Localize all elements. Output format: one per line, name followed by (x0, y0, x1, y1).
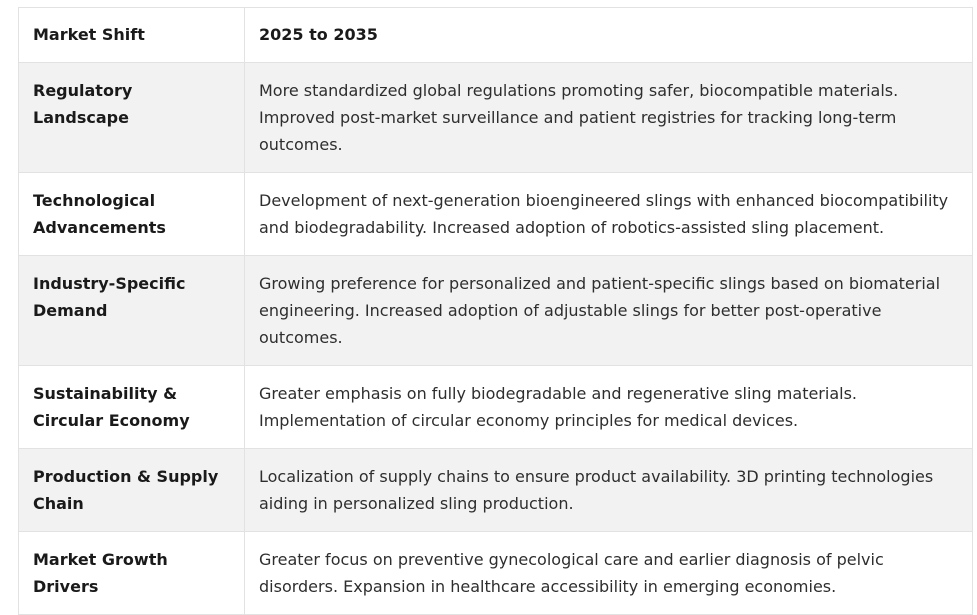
table-header-row: Market Shift 2025 to 2035 (18, 7, 973, 63)
market-shift-table: Market Shift 2025 to 2035 Regulatory Lan… (18, 7, 973, 615)
table-row: Industry-Specific Demand Growing prefere… (18, 255, 973, 366)
table-row: Market Growth Drivers Greater focus on p… (18, 531, 973, 615)
column-header-market-shift: Market Shift (18, 7, 245, 63)
table-row: Production & Supply Chain Localization o… (18, 448, 973, 532)
row-description-market-growth-drivers: Greater focus on preventive gynecologica… (244, 531, 973, 615)
row-description-regulatory-landscape: More standardized global regulations pro… (244, 62, 973, 173)
row-description-technological-advancements: Development of next-generation bioengine… (244, 172, 973, 256)
table-row: Technological Advancements Development o… (18, 172, 973, 256)
row-description-sustainability: Greater emphasis on fully biodegradable … (244, 365, 973, 449)
row-label-regulatory-landscape: Regulatory Landscape (18, 62, 245, 173)
row-label-technological-advancements: Technological Advancements (18, 172, 245, 256)
table-row: Sustainability & Circular Economy Greate… (18, 365, 973, 449)
row-label-industry-specific-demand: Industry-Specific Demand (18, 255, 245, 366)
row-label-market-growth-drivers: Market Growth Drivers (18, 531, 245, 615)
row-description-production-supply-chain: Localization of supply chains to ensure … (244, 448, 973, 532)
row-description-industry-specific-demand: Growing preference for personalized and … (244, 255, 973, 366)
table-row: Regulatory Landscape More standardized g… (18, 62, 973, 173)
row-label-sustainability: Sustainability & Circular Economy (18, 365, 245, 449)
column-header-period: 2025 to 2035 (244, 7, 973, 63)
row-label-production-supply-chain: Production & Supply Chain (18, 448, 245, 532)
